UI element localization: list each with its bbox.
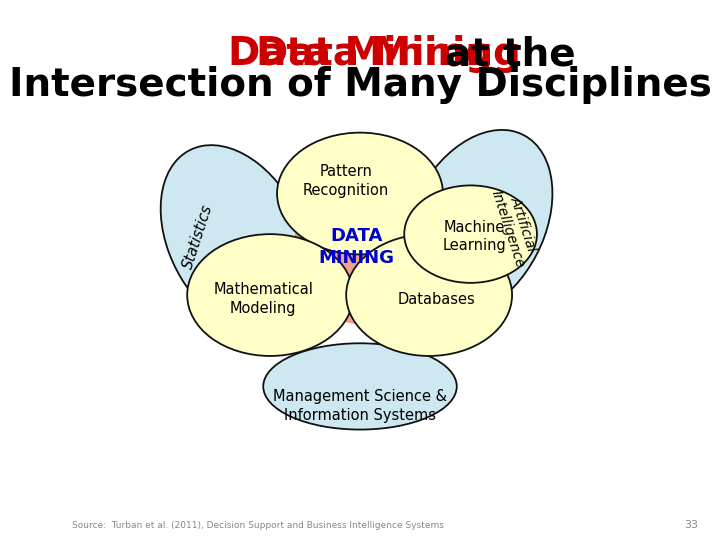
- Text: Statistics: Statistics: [180, 202, 215, 271]
- Text: Pattern
Recognition: Pattern Recognition: [303, 164, 390, 198]
- Text: 33: 33: [685, 520, 698, 530]
- Text: at the: at the: [256, 35, 575, 73]
- Text: Artificial
Intelligence: Artificial Intelligence: [489, 184, 542, 269]
- Text: Mathematical
Modeling: Mathematical Modeling: [213, 282, 313, 316]
- Ellipse shape: [293, 180, 431, 324]
- Ellipse shape: [346, 234, 512, 356]
- Ellipse shape: [404, 185, 537, 283]
- Ellipse shape: [264, 343, 456, 430]
- Text: Data Mining: Data Mining: [256, 35, 521, 73]
- Text: Databases: Databases: [397, 292, 475, 307]
- Ellipse shape: [187, 234, 353, 356]
- Ellipse shape: [277, 133, 443, 254]
- Text: Source:  Turban et al. (2011), Decision Support and Business Intelligence System: Source: Turban et al. (2011), Decision S…: [72, 521, 444, 530]
- Ellipse shape: [161, 145, 310, 333]
- Text: Intersection of Many Disciplines: Intersection of Many Disciplines: [9, 66, 711, 104]
- Ellipse shape: [402, 130, 552, 318]
- Text: Management Science &
Information Systems: Management Science & Information Systems: [273, 389, 447, 422]
- Text: DATA
MINING: DATA MINING: [318, 227, 395, 267]
- Text: Machine
Learning: Machine Learning: [442, 220, 506, 253]
- Text: Data Mining: Data Mining: [228, 35, 492, 73]
